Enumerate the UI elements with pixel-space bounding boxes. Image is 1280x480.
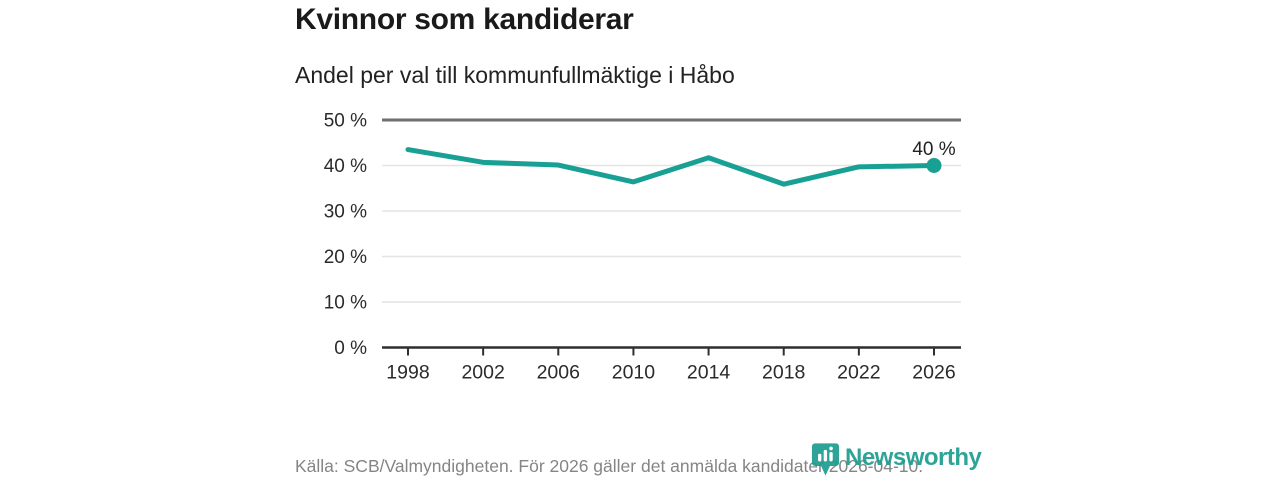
- line-chart-canvas: 0 % 10 % 20 % 30 % 40 % 50 % 1998 2002 2006 2010 2…: [324, 111, 961, 384]
- x-tick-label: 2018: [762, 362, 805, 384]
- logo-bars-icon: [818, 446, 833, 462]
- chart-subtitle: Andel per val till kommunfullmäktige i H…: [295, 62, 735, 88]
- x-tick-label: 2014: [687, 362, 731, 384]
- newsworthy-brand-name: Newsworthy: [845, 444, 982, 471]
- x-tick-label: 2002: [461, 362, 504, 384]
- chart-title: Kvinnor som kandiderar: [295, 3, 634, 36]
- y-tick-label: 10 %: [324, 293, 367, 314]
- end-point-value-label: 40 %: [912, 139, 955, 160]
- x-tick-label: 1998: [386, 362, 429, 384]
- y-tick-label: 30 %: [324, 202, 367, 223]
- x-tick-label: 2010: [612, 362, 656, 384]
- y-tick-label: 0 %: [334, 338, 367, 359]
- data-line: [405, 147, 937, 187]
- source-attribution: Källa: SCB/Valmyndigheten. För 2026 gäll…: [295, 456, 924, 476]
- x-tick-label: 2026: [912, 362, 955, 384]
- x-tick-label: 2006: [537, 362, 580, 384]
- y-tick-label: 40 %: [324, 156, 367, 177]
- newsworthy-logo: Newsworthy: [810, 441, 982, 478]
- y-tick-label: 20 %: [324, 247, 367, 268]
- line-chart: 0 % 10 % 20 % 30 % 40 % 50 % 1998 2002 2006 2010 2…: [300, 100, 990, 400]
- y-tick-label: 50 %: [324, 111, 367, 132]
- end-point-dot: [926, 158, 942, 173]
- newsworthy-logo-icon: [810, 441, 841, 478]
- x-tick-label: 2022: [837, 362, 880, 384]
